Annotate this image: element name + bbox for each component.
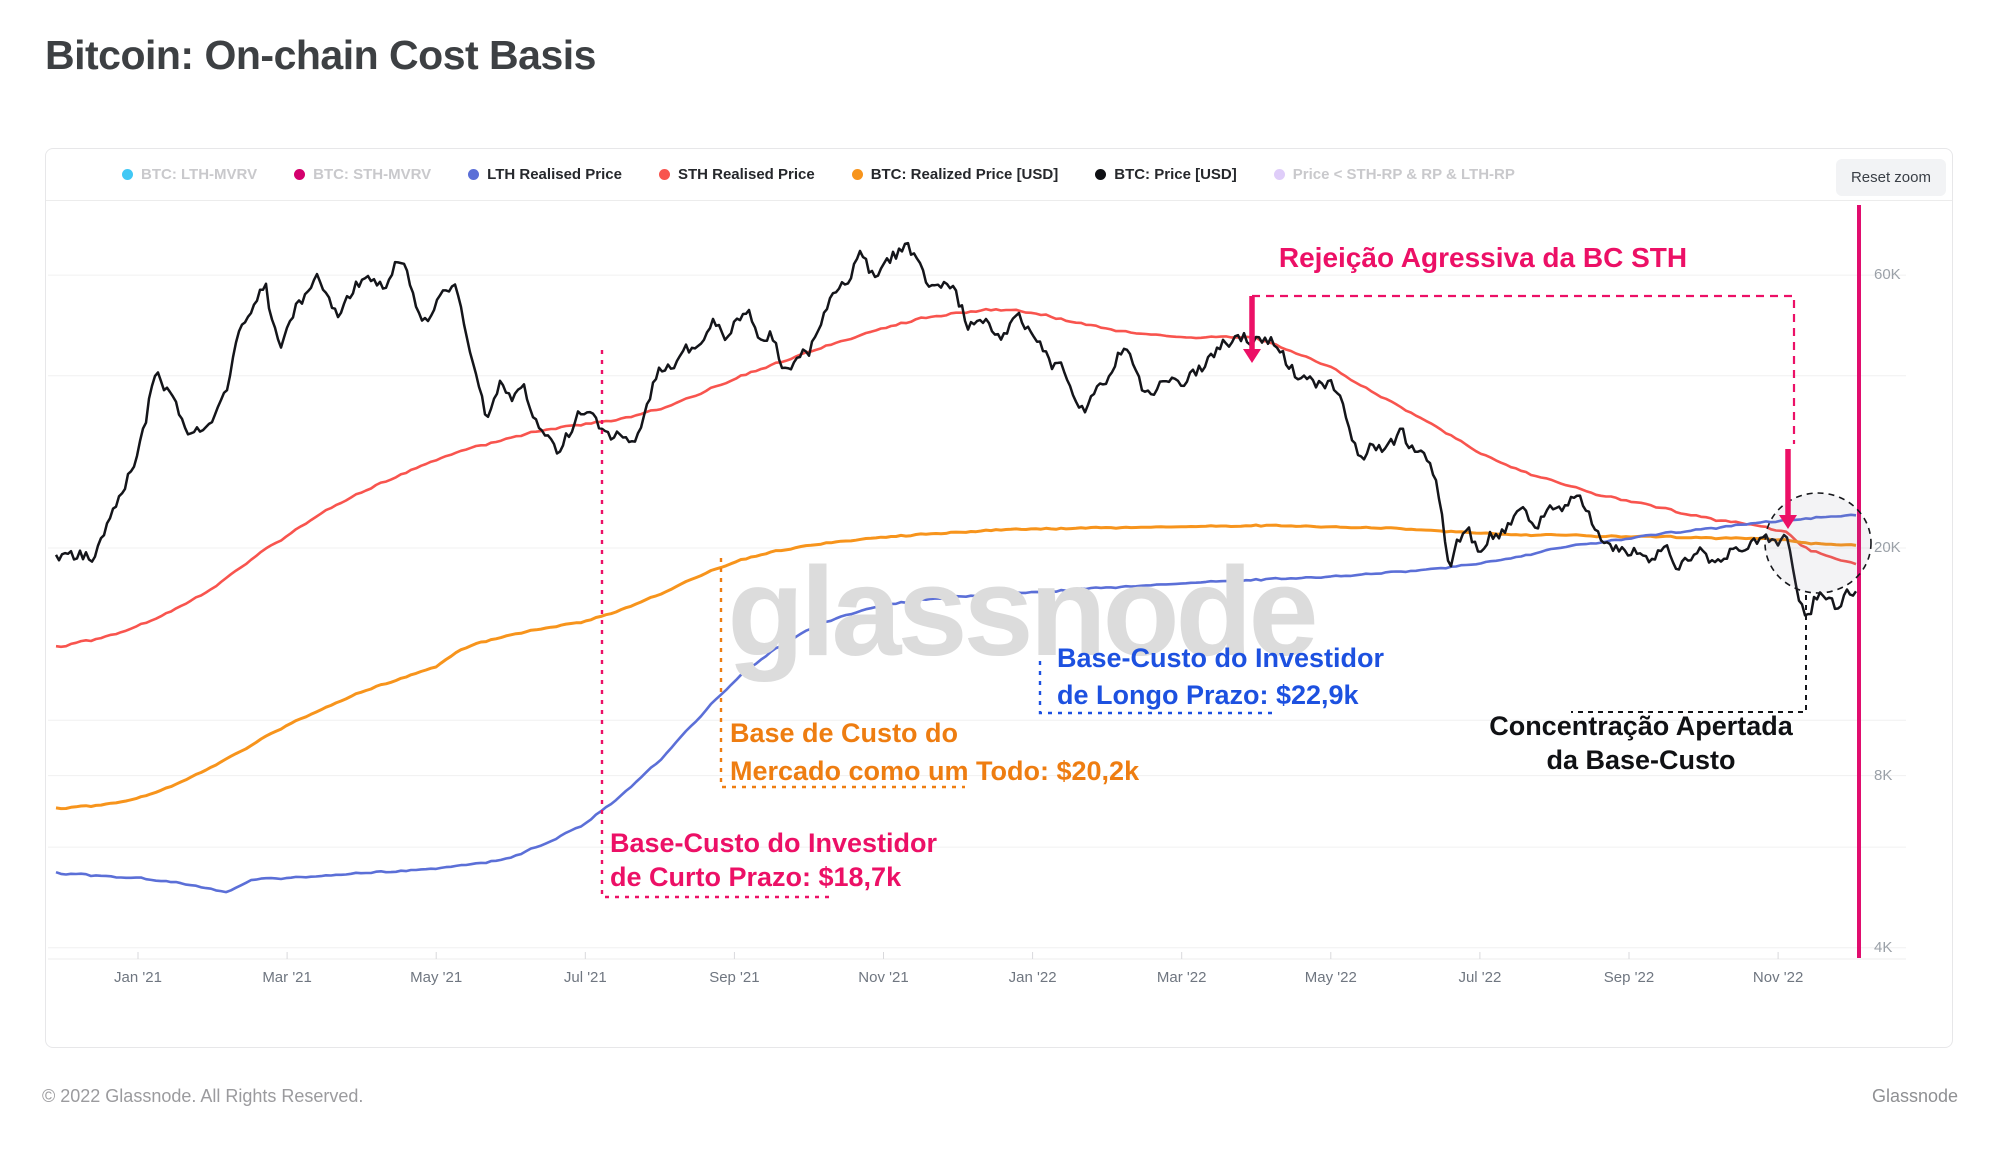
x-axis-label: May '22 [1304,969,1357,986]
legend-item-label: BTC: STH-MVRV [313,166,432,183]
concentration-ellipse [1764,492,1872,594]
legend-dot-icon [122,169,133,180]
legend-item-4[interactable]: BTC: Realized Price [USD] [851,166,1059,183]
y-axis-label: 60K [1874,266,1901,284]
annotation-sth-rejection: Rejeição Agressiva da BC STH [1278,242,1688,273]
reset-zoom-button[interactable]: Reset zoom [1835,159,1946,196]
legend-item-1[interactable]: BTC: STH-MVRV [294,166,431,183]
x-axis-label: Nov '21 [858,969,909,986]
y-axis-label: 8K [1874,766,1893,784]
legend-item-2[interactable]: LTH Realised Price [468,166,622,183]
legend-item-label: LTH Realised Price [487,166,622,183]
copyright-text: © 2022 Glassnode. All Rights Reserved. [42,1086,364,1106]
annotation-dashed-line [719,558,965,789]
y-axis-label: 20K [1874,539,1901,556]
series-sth-realised-price [55,307,1857,649]
x-axis-label: Mar '22 [1156,969,1207,986]
x-axis-label: Jan '22 [1008,969,1057,986]
legend-dot-icon [1273,169,1285,180]
annotation-lth-line2: de Longo Prazo: $22,9k [1057,680,1359,710]
legend-dot-icon [851,169,863,180]
annotation-tight-concentration: Concentração Apertada da Base-Custo [1446,709,1836,777]
annotation-dashed-line [1571,595,1807,713]
legend-item-5[interactable]: BTC: Price [USD] [1095,166,1237,183]
x-axis-label: Sep '21 [709,969,760,986]
legend-item-label: Price < STH-RP & RP & LTH-RP [1292,166,1515,183]
chart-card: glassnode BTC: LTH-MVRV BTC: STH-MVRV LTH … [45,148,1953,1048]
x-axis-label: Jul '21 [563,969,607,986]
brand-text: Glassnode [1871,1086,1958,1106]
legend-dot-icon [468,169,480,180]
chart-plot-area[interactable] [46,149,1954,1047]
annotation-tight-line1: Concentração Apertada [1489,711,1793,741]
series-btc-realized-price-usd- [55,523,1857,811]
legend-item-label: BTC: Realized Price [USD] [870,166,1059,183]
chart-legend: BTC: LTH-MVRV BTC: STH-MVRV LTH Realised P… [46,149,1952,201]
annotation-sth-cost-basis: Base-Custo do Investidor de Curto Prazo:… [610,826,937,894]
annotation-sth-line1: Base-Custo do Investidor [610,828,938,858]
x-axis-label: Sep '22 [1603,969,1655,986]
annotation-tight-line2: da Base-Custo [1546,745,1736,775]
series-lth-realised-price [55,513,1857,894]
annotation-dashed-line [1252,294,1796,444]
arrow-head-icon [1243,349,1261,363]
legend-item-label: BTC: Price [USD] [1114,166,1237,183]
x-axis-label: Mar '21 [262,969,312,986]
x-axis-label: May '21 [410,969,463,986]
annotation-market-line2: Mercado como um Todo: $20,2k [730,756,1140,786]
x-axis-label: Jul '22 [1458,969,1502,986]
annotation-sth-line2: de Curto Prazo: $18,7k [610,862,902,892]
page-title: Bitcoin: On-chain Cost Basis [45,32,596,78]
legend-dot-icon [658,169,670,180]
arrow-head-icon [1779,515,1797,529]
x-axis-label: Jan '21 [114,969,162,986]
annotation-dashed-line [600,350,832,899]
legend-item-label: BTC: LTH-MVRV [141,166,258,183]
legend-item-6[interactable]: Price < STH-RP & RP & LTH-RP [1273,166,1515,183]
legend-dot-icon [1095,169,1107,180]
legend-item-label: STH Realised Price [677,166,815,183]
y-axis-label: 4K [1874,938,1893,956]
annotation-lth-cost-basis: Base-Custo do Investidor de Longo Prazo:… [1057,640,1384,714]
annotation-market-line1: Base de Custo do [730,718,959,748]
x-axis-label: Nov '22 [1752,969,1804,986]
legend-dot-icon [294,169,306,180]
legend-item-3[interactable]: STH Realised Price [658,166,815,183]
annotation-dashed-line [1038,591,1273,715]
legend-item-0[interactable]: BTC: LTH-MVRV [122,166,257,183]
annotation-market-cost-basis: Base de Custo do Mercado como um Todo: $… [730,714,1139,790]
series-btc-price-usd- [54,241,1858,617]
annotation-lth-line1: Base-Custo do Investidor [1057,643,1385,673]
